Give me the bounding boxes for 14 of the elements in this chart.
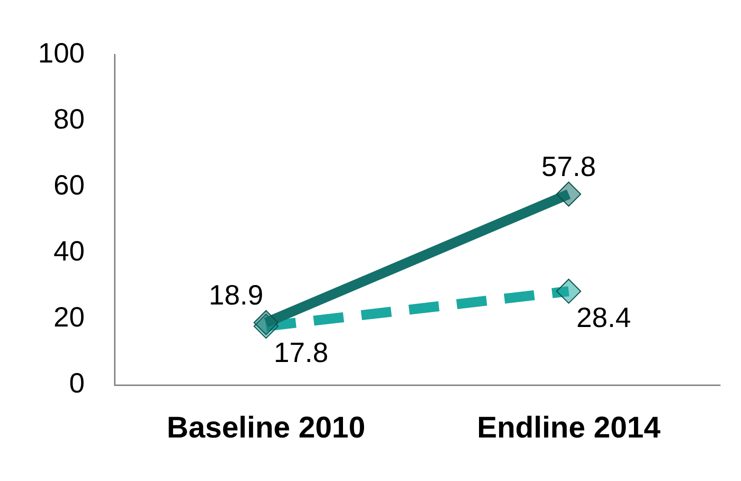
y-tick-label: 80 [54, 104, 85, 135]
point [556, 182, 582, 207]
y-tick-label: 100 [38, 38, 85, 69]
y-tick-label: 20 [54, 302, 85, 333]
data-label: 17.8 [274, 336, 328, 368]
x-tick-label: Endline 2014 [476, 411, 661, 444]
x-tick-label: Baseline 2010 [166, 411, 366, 444]
data-label: 28.4 [576, 302, 631, 333]
data-label: 18.9 [208, 279, 264, 310]
y-tick-label: 0 [69, 368, 85, 399]
y-tick-label: 40 [54, 236, 85, 267]
data-label: 57.8 [541, 150, 596, 182]
y-tick-label: 60 [54, 170, 85, 201]
point [556, 278, 582, 304]
